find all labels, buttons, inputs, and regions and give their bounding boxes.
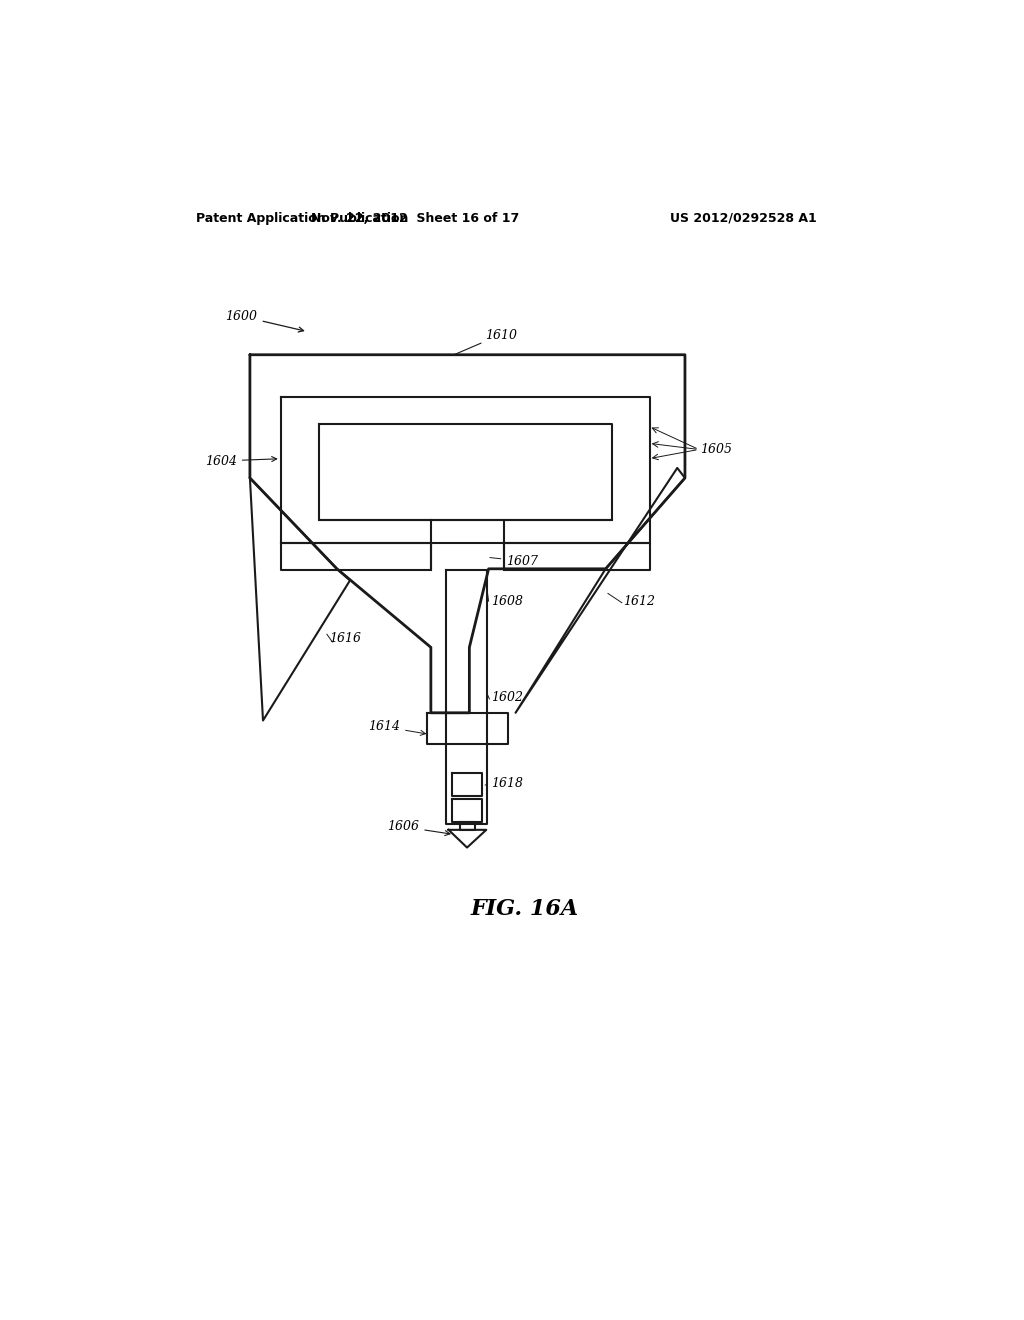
Text: US 2012/0292528 A1: US 2012/0292528 A1 [670, 213, 816, 224]
Text: 1618: 1618 [490, 777, 523, 791]
Text: 1604: 1604 [205, 454, 276, 467]
Text: 1602: 1602 [490, 690, 523, 704]
Text: 1616: 1616 [330, 631, 361, 644]
Text: FIG. 16A: FIG. 16A [471, 898, 579, 920]
Text: 1607: 1607 [489, 554, 539, 568]
Text: 1605: 1605 [700, 444, 732, 455]
Text: 1614: 1614 [368, 721, 426, 735]
Text: Patent Application Publication: Patent Application Publication [196, 213, 409, 224]
Text: Nov. 22, 2012  Sheet 16 of 17: Nov. 22, 2012 Sheet 16 of 17 [311, 213, 519, 224]
Text: 1600: 1600 [225, 310, 303, 333]
Text: 1606: 1606 [387, 820, 450, 836]
Text: 1608: 1608 [490, 594, 523, 607]
Text: 1610: 1610 [484, 329, 517, 342]
Text: 1612: 1612 [624, 594, 655, 607]
